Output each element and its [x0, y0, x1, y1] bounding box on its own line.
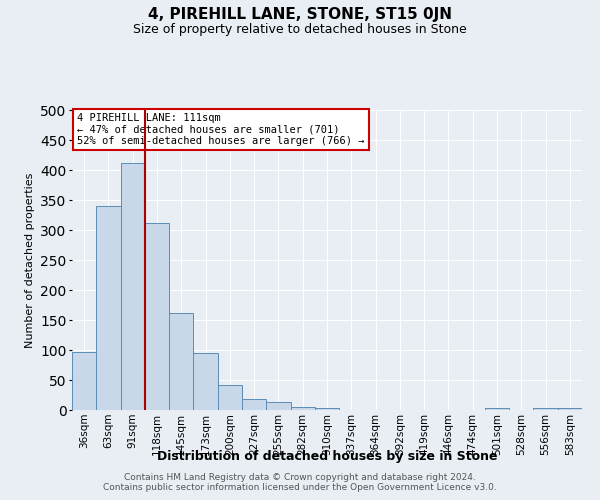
Bar	[169, 313, 193, 410]
Y-axis label: Number of detached properties: Number of detached properties	[25, 172, 35, 348]
Bar	[485, 408, 509, 410]
Bar	[533, 408, 558, 410]
Text: Distribution of detached houses by size in Stone: Distribution of detached houses by size …	[157, 450, 497, 463]
Text: Size of property relative to detached houses in Stone: Size of property relative to detached ho…	[133, 22, 467, 36]
Text: 4, PIREHILL LANE, STONE, ST15 0JN: 4, PIREHILL LANE, STONE, ST15 0JN	[148, 8, 452, 22]
Bar	[242, 398, 266, 410]
Bar	[558, 408, 582, 410]
Bar	[193, 353, 218, 410]
Bar	[218, 385, 242, 410]
Bar	[72, 352, 96, 410]
Bar	[96, 206, 121, 410]
Bar	[290, 407, 315, 410]
Bar	[145, 223, 169, 410]
Bar	[121, 163, 145, 410]
Text: Contains HM Land Registry data © Crown copyright and database right 2024.
Contai: Contains HM Land Registry data © Crown c…	[103, 473, 497, 492]
Bar	[315, 408, 339, 410]
Bar	[266, 402, 290, 410]
Text: 4 PIREHILL LANE: 111sqm
← 47% of detached houses are smaller (701)
52% of semi-d: 4 PIREHILL LANE: 111sqm ← 47% of detache…	[77, 113, 365, 146]
